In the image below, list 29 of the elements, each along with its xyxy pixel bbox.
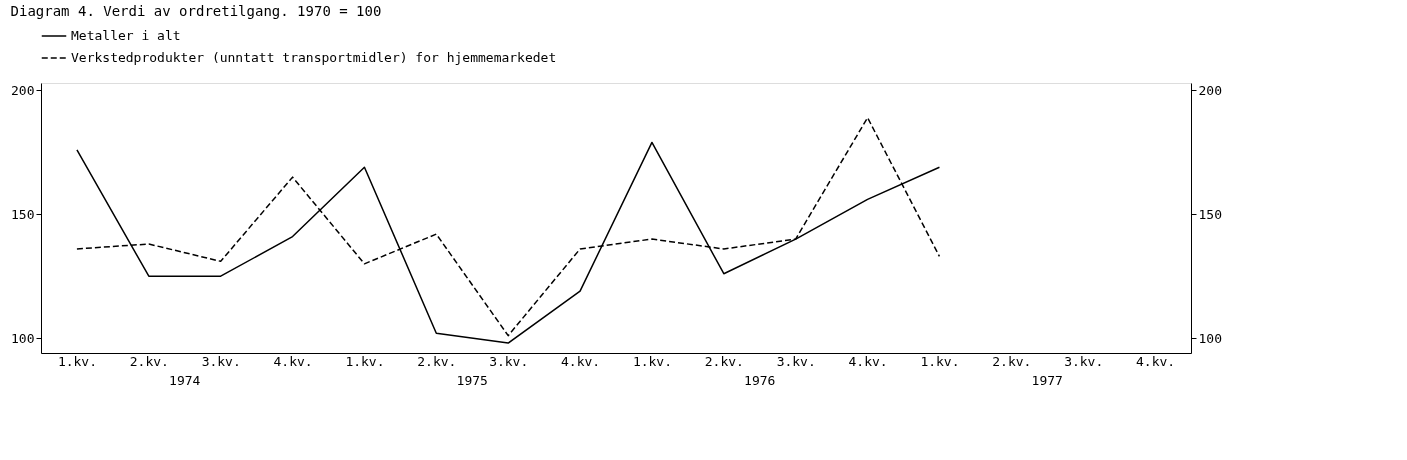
legend-label: Metaller i alt <box>71 28 181 43</box>
x-tick-label: 1.kv. <box>920 353 960 369</box>
x-tick-label: 4.kv. <box>848 353 888 369</box>
x-tick-label: 2.kv. <box>704 353 744 369</box>
x-tick-label: 4.kv. <box>273 353 313 369</box>
x-tick-label: 4.kv. <box>1135 353 1176 369</box>
x-tick-label: 3.kv. <box>1064 353 1104 369</box>
x-tick-label: 4.kv. <box>560 353 601 369</box>
x-tick-label: 2.kv. <box>129 353 169 369</box>
x-tick-label: 1.kv. <box>57 353 98 369</box>
y-tick-label: 200 <box>11 82 35 98</box>
y2-tick-label: 100 <box>1198 330 1222 346</box>
x-tick-label: 1.kv. <box>632 353 673 369</box>
y2-tick-label: 200 <box>1198 82 1222 98</box>
x-tick-label: 3.kv. <box>489 353 529 369</box>
y2-tick-label: 150 <box>1198 206 1222 222</box>
text: 1976 <box>744 373 776 388</box>
x-tick-label: 2.kv. <box>992 353 1032 369</box>
text: 1975 <box>456 373 488 388</box>
text: 1974 <box>169 373 201 388</box>
text: 1977 <box>1031 373 1063 388</box>
x-tick-label: 3.kv. <box>201 353 241 369</box>
chart-title: Diagram 4. Verdi av ordretilgang. 1970 = 100 <box>10 3 382 19</box>
y-tick-label: 150 <box>11 206 35 222</box>
x-tick-label: 3.kv. <box>776 353 816 369</box>
y-tick-label: 100 <box>11 330 35 346</box>
x-tick-label: 1.kv. <box>345 353 385 369</box>
legend-label: Verkstedprodukter (unntatt transportmidler) for hjemmemarkedet <box>71 50 557 65</box>
x-tick-label: 2.kv. <box>417 353 457 369</box>
